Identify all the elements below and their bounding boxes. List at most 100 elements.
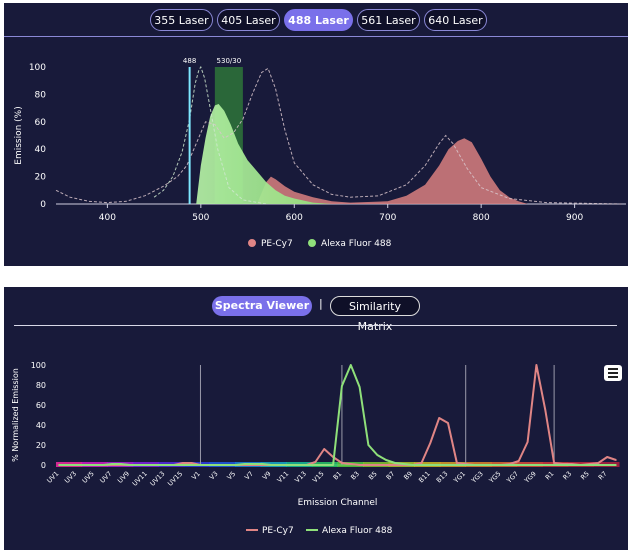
data-point	[75, 464, 78, 466]
data-point	[597, 462, 600, 464]
data-point	[314, 461, 317, 463]
y-tick-label: 80	[35, 90, 47, 100]
x-tick-label: 700	[379, 213, 396, 223]
data-point	[288, 464, 290, 466]
data-point	[562, 464, 564, 466]
data-point	[376, 454, 379, 456]
data-point	[128, 464, 131, 466]
data-point	[429, 464, 432, 466]
y-tick-label: 20	[36, 441, 46, 450]
data-point	[270, 464, 273, 466]
y-tick-label: 40	[36, 421, 46, 430]
x-tick-label: 500	[192, 213, 209, 223]
tab-similarity-matrix[interactable]: Similarity Matrix	[330, 296, 420, 333]
tab-divider	[4, 36, 628, 37]
data-point	[509, 464, 511, 466]
tab-561-laser[interactable]: 561 Laser	[357, 9, 420, 31]
data-point	[500, 464, 502, 466]
data-point	[367, 444, 370, 446]
tab-488-laser[interactable]: 488 Laser	[284, 9, 353, 31]
data-point	[296, 464, 299, 466]
data-point	[615, 459, 617, 461]
data-point	[111, 463, 113, 465]
y-tick-label: 40	[35, 145, 47, 155]
data-point	[182, 462, 184, 464]
x-tick-label: V5	[226, 470, 238, 482]
x-tick-label: YG3	[469, 470, 485, 486]
data-point	[376, 464, 379, 466]
data-point	[314, 464, 317, 466]
tab-405-laser[interactable]: 405 Laser	[217, 9, 280, 31]
x-tick-label: B7	[385, 470, 397, 482]
data-point	[606, 456, 608, 458]
data-point	[553, 462, 555, 464]
data-point	[553, 464, 555, 466]
x-tick-label: UV7	[98, 470, 113, 485]
data-point	[235, 464, 237, 466]
data-point	[447, 422, 449, 424]
x-tick-label: B1	[332, 470, 344, 482]
spectrum-chart: 0 20 40 60 80 100 400 500 600 700 800 900 Emission (…	[14, 57, 626, 249]
data-point	[385, 464, 387, 466]
data-point	[597, 464, 600, 466]
data-point	[243, 463, 246, 465]
data-point	[544, 409, 547, 411]
tab-640-laser[interactable]: 640 Laser	[424, 9, 487, 31]
data-point	[411, 464, 414, 466]
data-point	[226, 464, 228, 466]
x-tick-label: 600	[286, 213, 303, 223]
data-point	[146, 464, 149, 466]
data-point	[526, 464, 529, 466]
x-tick-label: V13	[293, 470, 308, 485]
data-point	[199, 464, 202, 466]
x-tick-label: YG5	[487, 470, 503, 486]
tab-355-laser[interactable]: 355 Laser	[150, 9, 213, 31]
x-tick-label: V9	[261, 470, 273, 482]
data-point	[323, 448, 326, 450]
data-point	[403, 463, 405, 465]
x-tick-label: V11	[276, 470, 291, 485]
data-point	[544, 464, 547, 466]
data-point	[606, 464, 608, 466]
series-line-alexa-fluor-488	[59, 364, 616, 466]
data-point	[579, 464, 582, 466]
data-point	[102, 464, 104, 466]
menu-button[interactable]	[604, 365, 622, 381]
data-point	[358, 464, 361, 466]
data-point	[358, 386, 361, 388]
data-point	[190, 464, 193, 466]
legend-marker-pe-cy7	[248, 239, 256, 247]
data-point	[438, 464, 441, 466]
x-tick-label: UV13	[148, 470, 166, 488]
data-point	[438, 417, 441, 419]
data-point	[67, 464, 69, 466]
tab-spectra-viewer[interactable]: Spectra Viewer	[212, 296, 312, 316]
x-tick-label: R1	[544, 470, 556, 482]
data-point	[517, 460, 520, 462]
y-tick-label: 0	[40, 200, 46, 210]
laser-line-label: 488	[183, 57, 196, 65]
x-tick-label: V3	[208, 470, 220, 482]
y-tick-label: 60	[36, 401, 46, 410]
spectrum-panel: 355 Laser 405 Laser 488 Laser 561 Laser …	[4, 3, 628, 266]
data-point	[385, 459, 387, 461]
x-tick-label: V1	[190, 470, 202, 482]
x-tick-label: V15	[311, 470, 326, 485]
x-tick-label: R5	[579, 470, 591, 482]
data-point	[323, 464, 326, 466]
x-tick-label: YG7	[504, 470, 520, 486]
data-point	[482, 464, 485, 466]
data-point	[332, 464, 334, 466]
data-point	[473, 464, 476, 466]
emission-area-pe-cy7	[256, 138, 528, 204]
emission-area-alexa-fluor-488	[196, 104, 332, 204]
x-tick-label: B11	[417, 470, 432, 485]
data-point	[305, 464, 308, 466]
legend-label-alexa-fluor-488: Alexa Fluor 488	[322, 526, 393, 536]
data-point	[420, 464, 423, 466]
data-point	[137, 464, 140, 466]
data-point	[93, 464, 96, 466]
channel-panel: Spectra Viewer | Similarity Matrix 0 20 40…	[4, 287, 628, 550]
data-point	[447, 464, 449, 466]
